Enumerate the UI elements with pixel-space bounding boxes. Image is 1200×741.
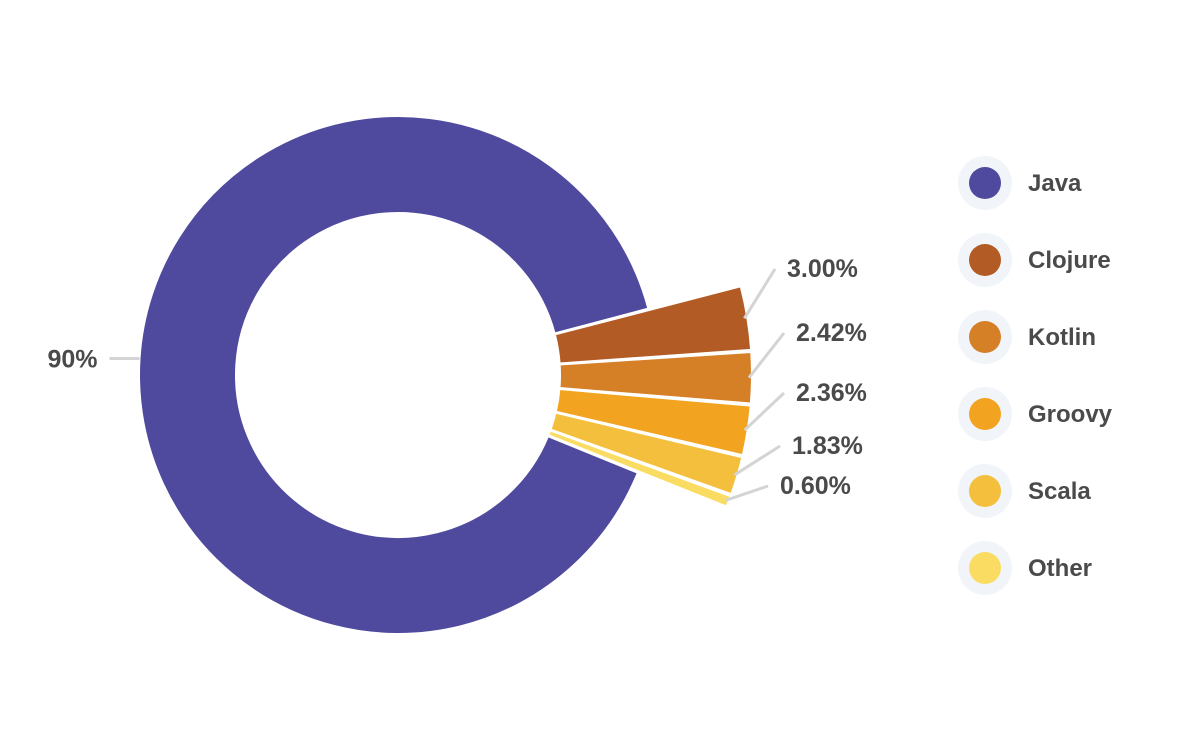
chart-slices <box>138 115 753 635</box>
legend-item-other: Other <box>958 541 1092 595</box>
slice-clojure <box>553 285 753 365</box>
leader-line-kotlin <box>747 332 786 379</box>
slice-label-group-groovy: 2.36% <box>743 379 867 432</box>
chart-legend: Java Clojure Kotlin Groovy Scala Other <box>958 156 1113 595</box>
chart-slice-labels: 90% 3.00% 2.42% 2.36% 1.83% 0.60% <box>47 255 867 502</box>
leader-line-groovy <box>743 391 786 432</box>
slice-label-clojure: 3.00% <box>787 255 858 283</box>
legend-label-groovy: Groovy <box>1028 401 1113 428</box>
slice-label-group-other: 0.60% <box>725 472 851 502</box>
legend-item-clojure: Clojure <box>958 233 1111 287</box>
slice-label-group-scala: 1.83% <box>733 432 863 477</box>
leader-line-clojure <box>743 268 777 320</box>
legend-label-java: Java <box>1028 170 1082 197</box>
legend-label-other: Other <box>1028 555 1092 582</box>
legend-swatch-kotlin <box>969 321 1001 353</box>
slice-java <box>138 115 650 635</box>
legend-swatch-groovy <box>969 398 1001 430</box>
leader-line-other <box>725 484 769 502</box>
leader-line-scala <box>733 444 781 477</box>
legend-label-kotlin: Kotlin <box>1028 324 1096 351</box>
legend-swatch-java <box>969 167 1001 199</box>
slice-label-java: 90% <box>47 345 97 373</box>
legend-swatch-clojure <box>969 244 1001 276</box>
legend-swatch-other <box>969 552 1001 584</box>
legend-swatch-scala <box>969 475 1001 507</box>
legend-item-groovy: Groovy <box>958 387 1113 441</box>
slice-label-scala: 1.83% <box>792 432 863 460</box>
legend-label-scala: Scala <box>1028 478 1091 505</box>
slice-label-group-clojure: 3.00% <box>743 255 858 320</box>
legend-label-clojure: Clojure <box>1028 247 1111 274</box>
slice-label-group-kotlin: 2.42% <box>747 319 867 379</box>
slice-label-groovy: 2.36% <box>796 379 867 407</box>
legend-item-kotlin: Kotlin <box>958 310 1096 364</box>
slice-label-group-java: 90% <box>47 345 140 373</box>
legend-item-scala: Scala <box>958 464 1091 518</box>
slice-label-kotlin: 2.42% <box>796 319 867 347</box>
legend-item-java: Java <box>958 156 1082 210</box>
slice-label-other: 0.60% <box>780 472 851 500</box>
